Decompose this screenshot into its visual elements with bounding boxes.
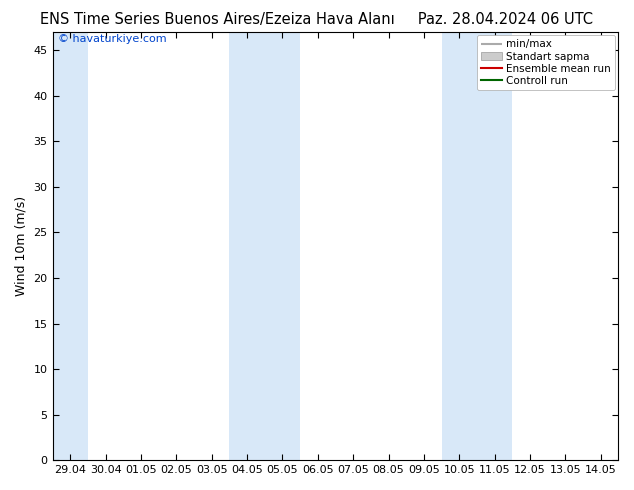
Legend: min/max, Standart sapma, Ensemble mean run, Controll run: min/max, Standart sapma, Ensemble mean r…: [477, 35, 616, 90]
Bar: [230, 32, 265, 460]
Bar: [477, 32, 512, 460]
Text: ENS Time Series Buenos Aires/Ezeiza Hava Alanı     Paz. 28.04.2024 06 UTC: ENS Time Series Buenos Aires/Ezeiza Hava…: [41, 12, 593, 27]
Y-axis label: Wind 10m (m/s): Wind 10m (m/s): [15, 196, 28, 296]
Text: © havaturkiye.com: © havaturkiye.com: [58, 34, 167, 44]
Bar: [53, 32, 88, 460]
Bar: [442, 32, 477, 460]
Bar: [265, 32, 300, 460]
